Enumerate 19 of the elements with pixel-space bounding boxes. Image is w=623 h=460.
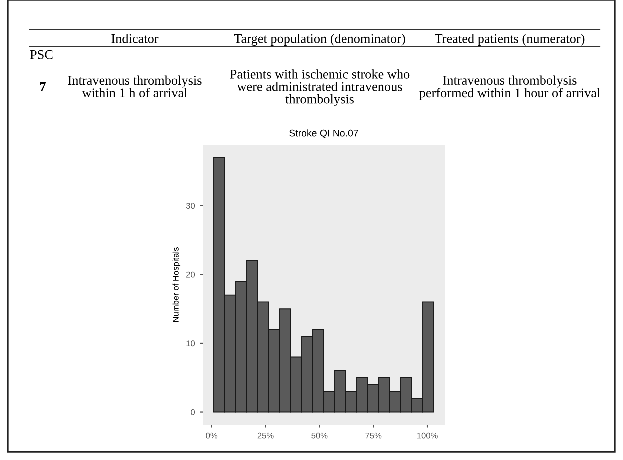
y-tick-label: 20 [186, 272, 196, 278]
text: 7 [40, 82, 46, 92]
y-axis-title: Number of Hospitals [172, 248, 181, 322]
text: Intravenous thrombolysis within 1 h of arrival [68, 76, 202, 98]
text: Target population (denominator) [234, 34, 406, 46]
text: Treated patients (numerator) [435, 34, 585, 46]
y-tick-label: 10 [186, 340, 196, 347]
text: Intravenous thrombolysis performed within 1 hour of arrival [420, 76, 600, 100]
y-tick-label: 30 [186, 203, 196, 209]
text: Indicator [112, 34, 159, 44]
x-tick-label: 75% [366, 432, 382, 439]
x-tick-label: 50% [312, 432, 328, 439]
text: Patients with ischemic stroke who were administrated intravenous thrombolysis [230, 70, 410, 106]
chart-title: Stroke QI No.07 [290, 130, 358, 139]
y-tick-label: 0 [191, 409, 196, 416]
x-tick-label: 100% [418, 432, 438, 439]
x-tick-label: 0% [206, 432, 218, 439]
x-tick-label: 25% [258, 432, 274, 439]
text: PSC [30, 50, 53, 60]
